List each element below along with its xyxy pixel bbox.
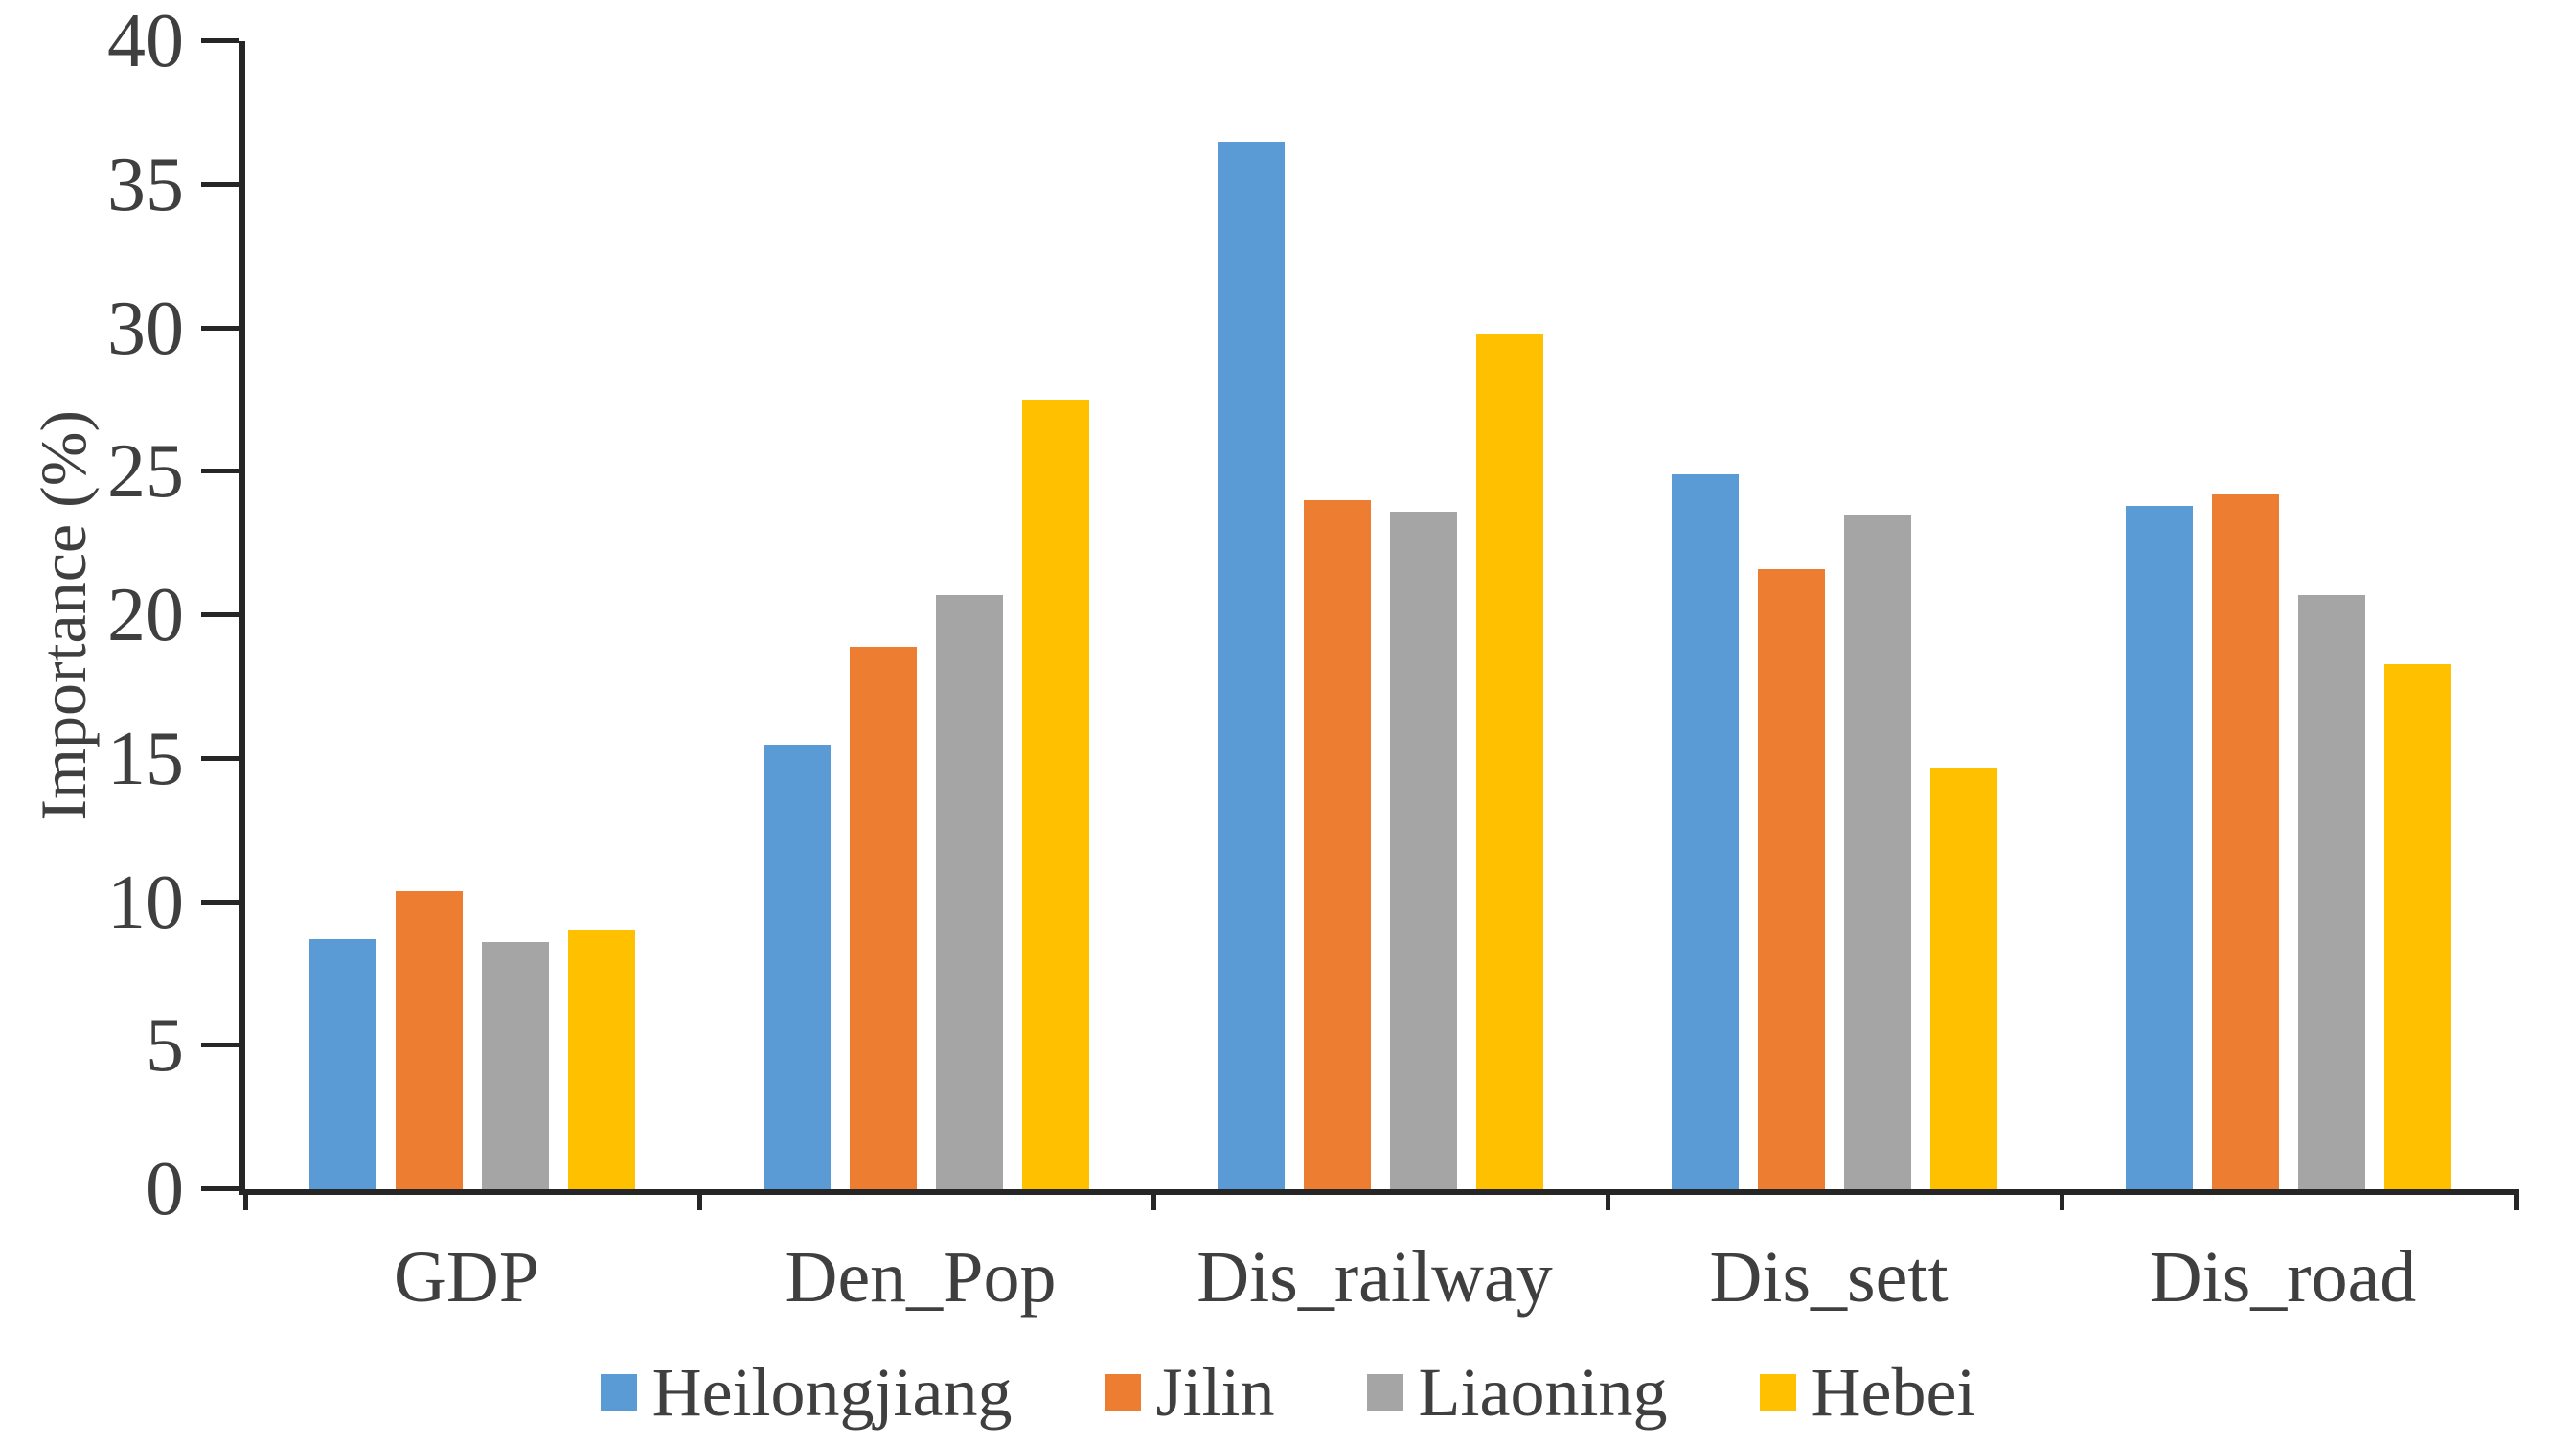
bar-liaoning-dis_railway (1390, 512, 1457, 1189)
x-category-label: GDP (393, 1237, 540, 1318)
bar-heilongjiang-dis_sett (1672, 474, 1739, 1189)
legend-item-liaoning: Liaoning (1366, 1354, 1668, 1431)
y-tick-label: 10 (107, 860, 184, 945)
y-tick-label: 15 (107, 716, 184, 801)
y-tick-label: 35 (107, 142, 184, 227)
bar-hebei-dis_road (2384, 663, 2451, 1189)
x-tick (2513, 1189, 2519, 1210)
x-tick (696, 1189, 702, 1210)
legend-label: Jilin (1155, 1354, 1275, 1431)
legend-item-jilin: Jilin (1104, 1354, 1275, 1431)
bar-heilongjiang-den_pop (764, 744, 831, 1189)
legend-label: Hebei (1811, 1354, 1976, 1431)
bar-hebei-gdp (568, 930, 635, 1189)
y-axis-tick-labels: 0 5 10 15 20 25 30 35 40 (0, 3, 184, 1227)
legend-label: Liaoning (1418, 1354, 1668, 1431)
x-axis-category-labels: GDP Den_Pop Dis_railway Dis_sett Dis_road (239, 1241, 2510, 1337)
y-tick (201, 899, 239, 905)
bar-hebei-den_pop (1022, 400, 1089, 1189)
legend-item-heilongjiang: Heilongjiang (600, 1354, 1013, 1431)
x-tick (2059, 1189, 2064, 1210)
legend-swatch-icon (600, 1374, 637, 1411)
y-tick (201, 181, 239, 187)
y-tick (201, 1043, 239, 1048)
y-tick-label: 40 (107, 0, 184, 83)
y-tick (201, 469, 239, 474)
bar-hebei-dis_sett (1930, 767, 1997, 1189)
bar-liaoning-gdp (482, 942, 549, 1189)
legend: Heilongjiang Jilin Liaoning Hebei (0, 1349, 2576, 1435)
legend-swatch-icon (1366, 1374, 1403, 1411)
y-tick (201, 1186, 239, 1191)
legend-label: Heilongjiang (651, 1354, 1013, 1431)
y-tick (201, 38, 239, 43)
bar-heilongjiang-gdp (309, 939, 376, 1189)
y-tick-label: 30 (107, 286, 184, 371)
y-tick (201, 325, 239, 331)
bar-jilin-dis_sett (1758, 569, 1825, 1189)
x-category-label: Den_Pop (785, 1237, 1057, 1318)
bar-heilongjiang-dis_railway (1218, 141, 1285, 1189)
x-tick (242, 1189, 248, 1210)
bar-liaoning-dis_road (2298, 595, 2365, 1189)
y-tick-label: 25 (107, 429, 184, 515)
bar-jilin-dis_railway (1304, 500, 1371, 1189)
legend-item-hebei: Hebei (1759, 1354, 1976, 1431)
bar-jilin-den_pop (850, 646, 917, 1189)
plot-area (201, 38, 2519, 1210)
x-tick (1151, 1189, 1156, 1210)
y-tick-label: 20 (107, 573, 184, 657)
bar-hebei-dis_railway (1476, 333, 1543, 1189)
x-category-label: Dis_sett (1709, 1237, 1949, 1318)
x-category-label: Dis_road (2149, 1237, 2417, 1318)
x-category-label: Dis_railway (1197, 1237, 1553, 1318)
y-tick (201, 755, 239, 761)
y-tick-label: 5 (146, 1003, 184, 1089)
bar-liaoning-den_pop (936, 595, 1003, 1189)
bar-jilin-dis_road (2212, 494, 2279, 1189)
y-tick-label: 0 (146, 1147, 184, 1231)
x-tick (1605, 1189, 1610, 1210)
legend-swatch-icon (1759, 1374, 1796, 1411)
bar-jilin-gdp (396, 890, 463, 1189)
y-tick (201, 612, 239, 617)
bar-heilongjiang-dis_road (2126, 506, 2193, 1189)
bar-liaoning-dis_sett (1844, 515, 1911, 1189)
legend-swatch-icon (1104, 1374, 1141, 1411)
